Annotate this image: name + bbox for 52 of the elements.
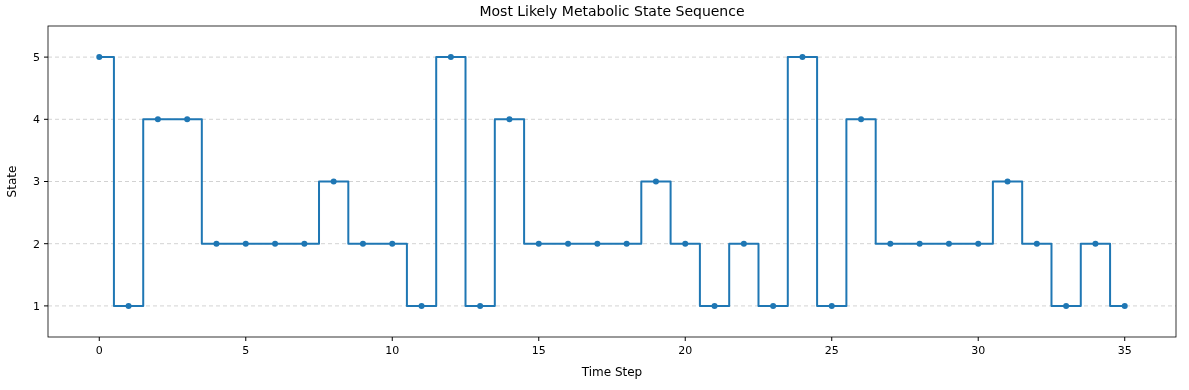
point <box>1063 302 1070 309</box>
point <box>1033 240 1040 247</box>
point <box>418 302 425 309</box>
point <box>389 240 396 247</box>
point <box>770 302 777 309</box>
point <box>975 240 982 247</box>
point <box>477 302 484 309</box>
point <box>301 240 308 247</box>
point <box>652 178 659 185</box>
point <box>1004 178 1011 185</box>
y-tick-label: 1 <box>33 299 40 313</box>
point <box>96 54 103 61</box>
x-tick-label: 10 <box>385 344 400 357</box>
x-tick-label: 30 <box>971 344 986 357</box>
point <box>858 116 865 123</box>
point <box>594 240 601 247</box>
y-tick-label: 2 <box>33 237 40 251</box>
point <box>242 240 249 247</box>
point <box>711 302 718 309</box>
point <box>535 240 542 247</box>
y-tick-label: 3 <box>33 175 40 189</box>
point <box>945 240 952 247</box>
x-tick-label: 25 <box>824 344 839 357</box>
x-tick-label: 5 <box>242 344 250 357</box>
x-tick-label: 0 <box>95 344 103 357</box>
x-tick-label: 35 <box>1117 344 1132 357</box>
point <box>1092 240 1099 247</box>
point <box>565 240 572 247</box>
y-tick-label: 5 <box>33 50 40 64</box>
point <box>1121 302 1128 309</box>
point <box>447 54 454 61</box>
point <box>154 116 161 123</box>
y-axis-title: State <box>5 165 19 198</box>
point <box>682 240 689 247</box>
point <box>184 116 191 123</box>
y-tick-label: 4 <box>33 113 40 127</box>
point <box>828 302 835 309</box>
point <box>623 240 630 247</box>
point <box>125 302 132 309</box>
point <box>887 240 894 247</box>
point <box>506 116 513 123</box>
point <box>740 240 747 247</box>
point <box>916 240 923 247</box>
chart-title: Most Likely Metabolic State Sequence <box>479 3 745 19</box>
x-axis-title: Time Step <box>580 365 643 379</box>
x-tick-label: 15 <box>531 344 546 357</box>
point <box>799 54 806 61</box>
x-tick-label: 20 <box>678 344 693 357</box>
point <box>213 240 220 247</box>
point <box>359 240 366 247</box>
point <box>330 178 337 185</box>
point <box>272 240 279 247</box>
